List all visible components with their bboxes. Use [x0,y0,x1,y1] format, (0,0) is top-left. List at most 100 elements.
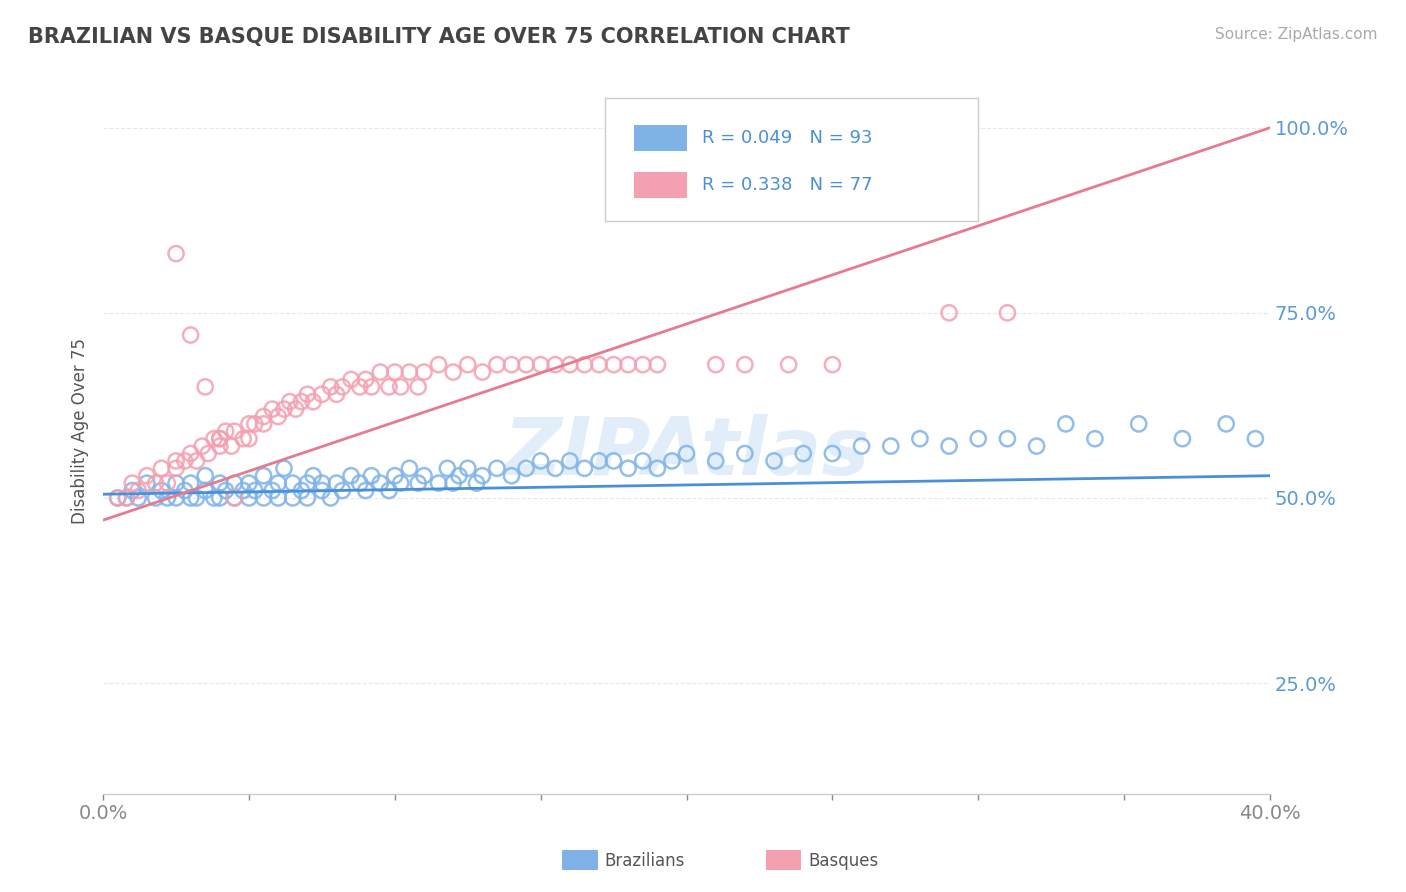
Point [631,454,654,468]
Point [501,358,523,372]
Point [224,491,246,505]
Point [471,365,494,379]
Point [252,468,274,483]
Point [530,358,553,372]
Point [290,394,312,409]
Point [208,476,231,491]
Point [588,454,610,468]
Point [821,446,844,460]
Point [214,425,236,439]
Point [441,476,464,491]
Point [1215,417,1237,431]
Point [675,446,697,460]
Point [384,468,406,483]
Point [311,476,333,491]
Point [360,468,382,483]
Point [354,372,377,386]
Point [145,491,167,505]
Point [150,461,173,475]
Point [180,446,202,460]
Point [851,439,873,453]
Point [515,461,537,475]
Point [447,468,470,483]
Point [214,483,236,498]
Point [284,402,307,417]
Point [252,409,274,424]
Point [349,476,371,491]
Point [186,454,208,468]
Point [107,491,129,505]
Point [457,358,479,372]
Text: R = 0.049   N = 93: R = 0.049 N = 93 [702,129,872,147]
Point [302,394,325,409]
Point [485,461,508,475]
Point [311,483,333,498]
Text: Brazilians: Brazilians [605,852,685,870]
Point [1244,432,1267,446]
Point [107,491,129,505]
Point [221,439,243,453]
Point [267,491,290,505]
Bar [634,172,686,198]
Point [908,432,931,446]
Bar [634,125,686,151]
Point [302,468,325,483]
Point [938,306,960,320]
Point [378,483,401,498]
Point [273,461,295,475]
Point [267,409,290,424]
Point [202,432,225,446]
Point [194,483,217,498]
Point [165,454,187,468]
Point [574,358,596,372]
Point [297,476,319,491]
Point [441,365,464,379]
Point [602,454,624,468]
Point [349,380,371,394]
Point [515,358,537,372]
Point [208,432,231,446]
Point [617,461,640,475]
Point [186,491,208,505]
Point [238,432,260,446]
Point [544,358,567,372]
Point [281,491,304,505]
Point [360,380,382,394]
Point [617,358,640,372]
Point [704,454,727,468]
Point [821,358,844,372]
Point [880,439,903,453]
Point [180,328,202,343]
Point [465,476,488,491]
Point [384,365,406,379]
Point [252,417,274,431]
Point [778,358,800,372]
Point [197,446,219,460]
Point [180,476,202,491]
Point [319,491,342,505]
Point [938,439,960,453]
Point [704,358,727,372]
Point [457,461,479,475]
Point [224,491,246,505]
Point [436,461,458,475]
Point [145,476,167,491]
Point [997,432,1019,446]
Point [413,365,436,379]
Point [368,476,391,491]
Point [485,358,508,372]
Point [262,483,284,498]
Text: Basques: Basques [808,852,879,870]
Point [165,246,187,260]
Point [1084,432,1107,446]
Point [602,358,624,372]
Point [558,358,581,372]
Point [398,461,420,475]
Point [389,476,412,491]
Text: Source: ZipAtlas.com: Source: ZipAtlas.com [1215,27,1378,42]
Point [398,365,420,379]
Text: R = 0.338   N = 77: R = 0.338 N = 77 [702,177,872,194]
Point [330,380,353,394]
Point [156,476,179,491]
Point [734,358,756,372]
